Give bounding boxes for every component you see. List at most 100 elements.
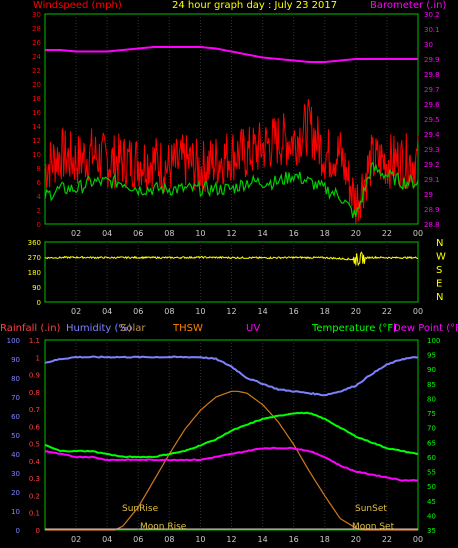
temperature-tick-label: 75 — [427, 410, 436, 418]
barometer-tick-label: 28.8 — [424, 221, 440, 229]
direction-tick-label: 0 — [37, 299, 41, 307]
barometer-tick-label: 30.2 — [424, 11, 440, 19]
temperature-tick-label: 85 — [427, 381, 436, 389]
windspeed-tick-label: 4 — [37, 193, 42, 201]
temp-x-tick-label: 20 — [351, 535, 361, 544]
wind-x-tick-label: 00 — [413, 229, 423, 238]
temperature-tick-label: 90 — [427, 366, 436, 374]
rainfall-tick-label: 0.5 — [29, 441, 40, 449]
humidity-tick-label: 60 — [11, 413, 20, 421]
temp-x-tick-label: 06 — [133, 535, 143, 544]
barometer-tick-label: 29.9 — [424, 56, 440, 64]
direction-x-tick-label: 14 — [257, 307, 267, 316]
compass-label: E — [436, 279, 442, 290]
rainfall-tick-label: 0.1 — [29, 510, 40, 518]
moonset-label: Moon Set — [352, 522, 395, 532]
rainfall-axis-label: Rainfall (.in) — [0, 323, 61, 334]
direction-x-tick-label: 16 — [289, 307, 299, 316]
temp-x-tick-label: 12 — [226, 535, 236, 544]
barometer-tick-label: 29.2 — [424, 161, 440, 169]
humidity-tick-label: 40 — [11, 451, 20, 459]
sunset-label: SunSet — [355, 504, 387, 514]
sunrise-label: SunRise — [122, 504, 159, 514]
wind-x-tick-label: 22 — [382, 229, 392, 238]
windspeed-tick-label: 10 — [32, 151, 41, 159]
temp-x-tick-label: 02 — [71, 535, 81, 544]
wind-x-tick-label: 16 — [289, 229, 299, 238]
windspeed-tick-label: 20 — [32, 81, 41, 89]
direction-x-tick-label: 08 — [164, 307, 174, 316]
temp-x-tick-label: 10 — [195, 535, 205, 544]
windspeed-tick-label: 12 — [32, 137, 41, 145]
wind-x-tick-label: 14 — [257, 229, 267, 238]
barometer-tick-label: 29.8 — [424, 71, 440, 79]
temperature-tick-label: 40 — [427, 512, 436, 520]
rainfall-tick-label: 0.7 — [29, 406, 40, 414]
wind-x-tick-label: 02 — [71, 229, 81, 238]
thsw-label: THSW — [172, 323, 203, 334]
humidity-tick-label: 70 — [11, 394, 20, 402]
windspeed-tick-label: 24 — [32, 53, 41, 61]
humidity-tick-label: 10 — [11, 508, 20, 516]
direction-tick-label: 90 — [32, 284, 41, 292]
direction-tick-label: 360 — [28, 239, 41, 247]
chart-title: 24 hour graph day : July 23 2017 — [172, 0, 337, 11]
temperature-tick-label: 35 — [427, 527, 436, 535]
barometer-tick-label: 30 — [424, 41, 433, 49]
wind-x-tick-label: 18 — [320, 229, 330, 238]
humidity-tick-label: 90 — [11, 356, 20, 364]
rainfall-tick-label: 1 — [36, 354, 40, 362]
humidity-tick-label: 50 — [11, 432, 20, 440]
temp-x-tick-label: 00 — [413, 535, 423, 544]
barometer-tick-label: 29 — [424, 191, 433, 199]
temperature-axis-label: Temperature (°F) — [311, 323, 397, 334]
humidity-tick-label: 30 — [11, 470, 20, 478]
humidity-tick-label: 100 — [7, 337, 20, 345]
temp-humidity-plot-frame — [44, 339, 419, 531]
rainfall-tick-label: 0.2 — [29, 492, 40, 500]
direction-tick-label: 180 — [28, 269, 41, 277]
temperature-tick-label: 100 — [427, 337, 440, 345]
temp-x-tick-label: 04 — [102, 535, 112, 544]
windspeed-tick-label: 16 — [32, 109, 41, 117]
windspeed-tick-label: 8 — [37, 165, 41, 173]
barometer-tick-label: 29.4 — [424, 131, 440, 139]
rainfall-tick-label: 1.1 — [29, 337, 40, 345]
wind-average-series-line — [44, 161, 419, 219]
barometer-tick-label: 29.7 — [424, 86, 440, 94]
temperature-tick-label: 45 — [427, 498, 436, 506]
rainfall-tick-label: 0.4 — [29, 458, 41, 466]
temperature-tick-label: 65 — [427, 439, 436, 447]
barometer-tick-label: 29.5 — [424, 116, 440, 124]
barometer-series-line — [45, 46, 418, 63]
moonrise-label: Moon Rise — [140, 522, 187, 532]
wind-x-tick-label: 10 — [195, 229, 205, 238]
barometer-tick-label: 28.9 — [424, 206, 440, 214]
windspeed-axis-label: Windspeed (mph) — [33, 0, 122, 11]
solar-series-line — [45, 390, 418, 531]
temp-x-tick-label: 16 — [289, 535, 299, 544]
windspeed-series-line — [44, 98, 419, 225]
windspeed-tick-label: 6 — [37, 179, 42, 187]
wind-x-tick-label: 12 — [226, 229, 236, 238]
windspeed-tick-label: 18 — [32, 95, 41, 103]
rainfall-tick-label: 0 — [36, 527, 40, 535]
wind-x-tick-label: 20 — [351, 229, 361, 238]
windspeed-tick-label: 22 — [32, 67, 41, 75]
direction-x-tick-label: 06 — [133, 307, 143, 316]
rainfall-tick-label: 0.3 — [29, 475, 40, 483]
direction-x-tick-label: 04 — [102, 307, 112, 316]
windspeed-tick-label: 14 — [32, 123, 41, 131]
wind-x-tick-label: 06 — [133, 229, 143, 238]
dewpoint-series-line — [44, 446, 419, 482]
wind-x-tick-label: 04 — [102, 229, 112, 238]
compass-label: N — [436, 292, 443, 303]
wind-direction-series-line — [45, 251, 418, 267]
windspeed-tick-label: 30 — [32, 11, 41, 19]
humidity-axis-label: Humidity (%) — [66, 323, 132, 334]
dewpoint-axis-label: Dew Point (°F) — [393, 323, 458, 334]
temperature-tick-label: 70 — [427, 425, 436, 433]
compass-label: N — [436, 238, 443, 249]
direction-x-tick-label: 20 — [351, 307, 361, 316]
